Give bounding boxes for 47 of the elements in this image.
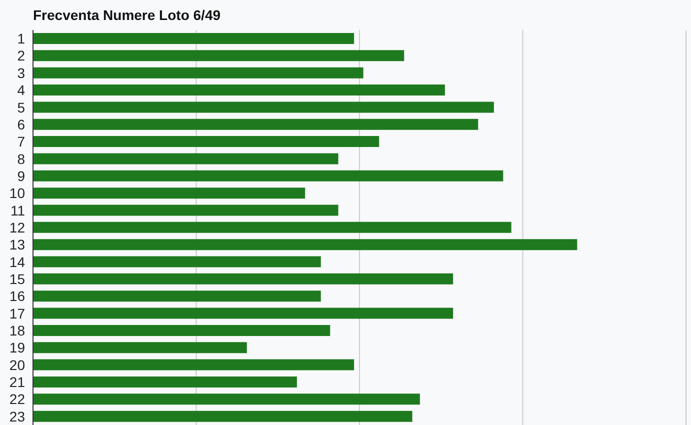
bar: [33, 308, 454, 319]
bar: [33, 102, 494, 113]
y-tick-label: 1: [17, 30, 26, 47]
bar: [33, 342, 247, 354]
bar: [33, 394, 420, 405]
y-tick-label: 23: [9, 408, 26, 424]
y-tick-label: 19: [9, 340, 26, 356]
bar: [33, 84, 445, 96]
y-tick-label: 16: [9, 288, 26, 304]
bar: [33, 118, 478, 130]
y-tick-label: 18: [9, 322, 26, 339]
y-tick-label: 11: [10, 202, 26, 218]
bar: [33, 136, 380, 148]
y-tick-label: 21: [9, 374, 26, 390]
y-tick-label: 8: [17, 150, 26, 167]
y-tick-label: 22: [9, 391, 26, 408]
bar: [33, 376, 297, 388]
y-tick-label: 9: [17, 168, 26, 184]
chart-title: Frecventa Numere Loto 6/49: [33, 7, 221, 23]
y-tick-label: 7: [17, 134, 26, 150]
y-tick-label: 15: [9, 270, 26, 287]
y-tick-label: 13: [9, 236, 26, 253]
bar: [33, 204, 338, 216]
bar: [33, 359, 354, 370]
y-tick-label: 14: [9, 254, 26, 270]
bar: [33, 153, 338, 164]
bar: [33, 324, 330, 336]
y-tick-label: 20: [9, 356, 26, 373]
bar: [33, 222, 512, 233]
y-tick-label: 3: [17, 64, 26, 81]
y-tick-label: 5: [17, 99, 26, 116]
bar: [33, 273, 454, 284]
y-tick-label: 4: [17, 82, 26, 98]
y-tick-label: 2: [17, 48, 26, 64]
bar: [33, 188, 306, 199]
bar: [33, 50, 404, 62]
bar: [33, 33, 354, 44]
bar: [33, 67, 364, 78]
y-tick-label: 12: [9, 219, 26, 236]
y-tick-label: 17: [9, 305, 26, 322]
y-tick-label: 6: [17, 116, 26, 132]
bar: [33, 410, 412, 422]
y-tick-label: 10: [9, 185, 26, 202]
bar: [33, 290, 321, 302]
bar: [33, 170, 504, 182]
bar: [33, 256, 321, 268]
bar: [33, 239, 578, 250]
